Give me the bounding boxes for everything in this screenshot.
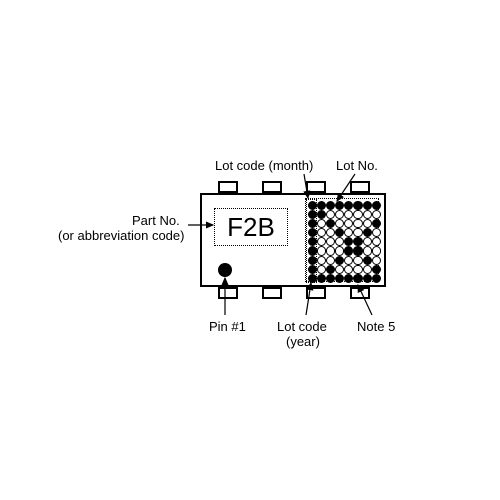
dot-matrix-cell [344, 256, 353, 265]
dot-matrix-cell [326, 237, 335, 246]
chip-pin [350, 287, 370, 299]
diagram-canvas: F2B Lot code (month) Lot No. Part No. (o… [0, 0, 500, 500]
dot-matrix-cell [344, 274, 353, 283]
dot-matrix-cell [344, 228, 353, 237]
chip-pin [306, 287, 326, 299]
dot-matrix-cell [335, 228, 344, 237]
dot-matrix-cell [326, 265, 335, 274]
dot-matrix-cell [317, 256, 326, 265]
dot-matrix-cell [335, 201, 344, 210]
chip-pin [350, 181, 370, 193]
label-part-no-line1: Part No. [132, 213, 180, 228]
dot-matrix-cell [317, 201, 326, 210]
dot-matrix-cell [344, 201, 353, 210]
label-lot-code-month: Lot code (month) [215, 158, 313, 173]
chip-pin [218, 287, 238, 299]
dot-matrix-cell [372, 265, 381, 274]
dot-matrix-cell [353, 246, 362, 255]
chip-pin [262, 287, 282, 299]
dot-matrix-cell [372, 256, 381, 265]
dot-matrix-cell [363, 265, 372, 274]
dot-matrix-cell [363, 210, 372, 219]
dot-matrix-cell [372, 210, 381, 219]
label-note5: Note 5 [357, 319, 395, 334]
dot-matrix-cell [317, 210, 326, 219]
dot-matrix-cell [363, 228, 372, 237]
dot-matrix-cell [353, 228, 362, 237]
dot-matrix-grid [308, 201, 376, 283]
dot-matrix-cell [353, 210, 362, 219]
dot-matrix-cell [317, 246, 326, 255]
dot-matrix-cell [363, 237, 372, 246]
dot-matrix-cell [344, 210, 353, 219]
dot-matrix-cell [344, 265, 353, 274]
dot-matrix-cell [363, 201, 372, 210]
dot-matrix-cell [326, 210, 335, 219]
label-lot-code-year-line1: Lot code [277, 319, 327, 334]
dot-matrix-cell [335, 256, 344, 265]
dot-matrix-cell [353, 201, 362, 210]
dot-matrix-cell [363, 219, 372, 228]
label-part-no-line2: (or abbreviation code) [58, 228, 184, 243]
dot-matrix-cell [372, 219, 381, 228]
dot-matrix-cell [372, 201, 381, 210]
dot-matrix-cell [363, 246, 372, 255]
chip-pin [262, 181, 282, 193]
dot-matrix-cell [326, 219, 335, 228]
dot-matrix-cell [372, 274, 381, 283]
dot-matrix-cell [335, 265, 344, 274]
part-number-box: F2B [214, 208, 288, 246]
dot-matrix-cell [326, 246, 335, 255]
dot-matrix-cell [326, 274, 335, 283]
label-pin1: Pin #1 [209, 319, 246, 334]
dot-matrix-cell [335, 274, 344, 283]
dot-matrix-cell [326, 228, 335, 237]
pin1-indicator-dot [218, 263, 232, 277]
chip-pin [306, 181, 326, 193]
dot-matrix-cell [344, 219, 353, 228]
dot-matrix-cell [344, 237, 353, 246]
dot-matrix-cell [335, 210, 344, 219]
dot-matrix-cell [335, 219, 344, 228]
dot-matrix-cell [326, 256, 335, 265]
dot-matrix-cell [363, 274, 372, 283]
dot-matrix-cell [317, 237, 326, 246]
dot-matrix-cell [317, 265, 326, 274]
dot-matrix-cell [317, 274, 326, 283]
part-number-text: F2B [227, 212, 275, 243]
dot-matrix-cell [353, 256, 362, 265]
dot-matrix-cell [317, 228, 326, 237]
dot-matrix-cell [353, 219, 362, 228]
label-lot-no: Lot No. [336, 158, 378, 173]
dot-matrix-cell [353, 274, 362, 283]
label-lot-code-year-line2: (year) [286, 334, 320, 349]
dot-matrix-cell [372, 246, 381, 255]
lot-code-month-column-outline [306, 199, 317, 283]
chip-pin [218, 181, 238, 193]
dot-matrix-cell [335, 246, 344, 255]
dot-matrix-cell [317, 219, 326, 228]
dot-matrix-cell [344, 246, 353, 255]
dot-matrix-cell [335, 237, 344, 246]
dot-matrix-cell [363, 256, 372, 265]
dot-matrix-cell [326, 201, 335, 210]
dot-matrix-cell [353, 265, 362, 274]
dot-matrix-cell [353, 237, 362, 246]
